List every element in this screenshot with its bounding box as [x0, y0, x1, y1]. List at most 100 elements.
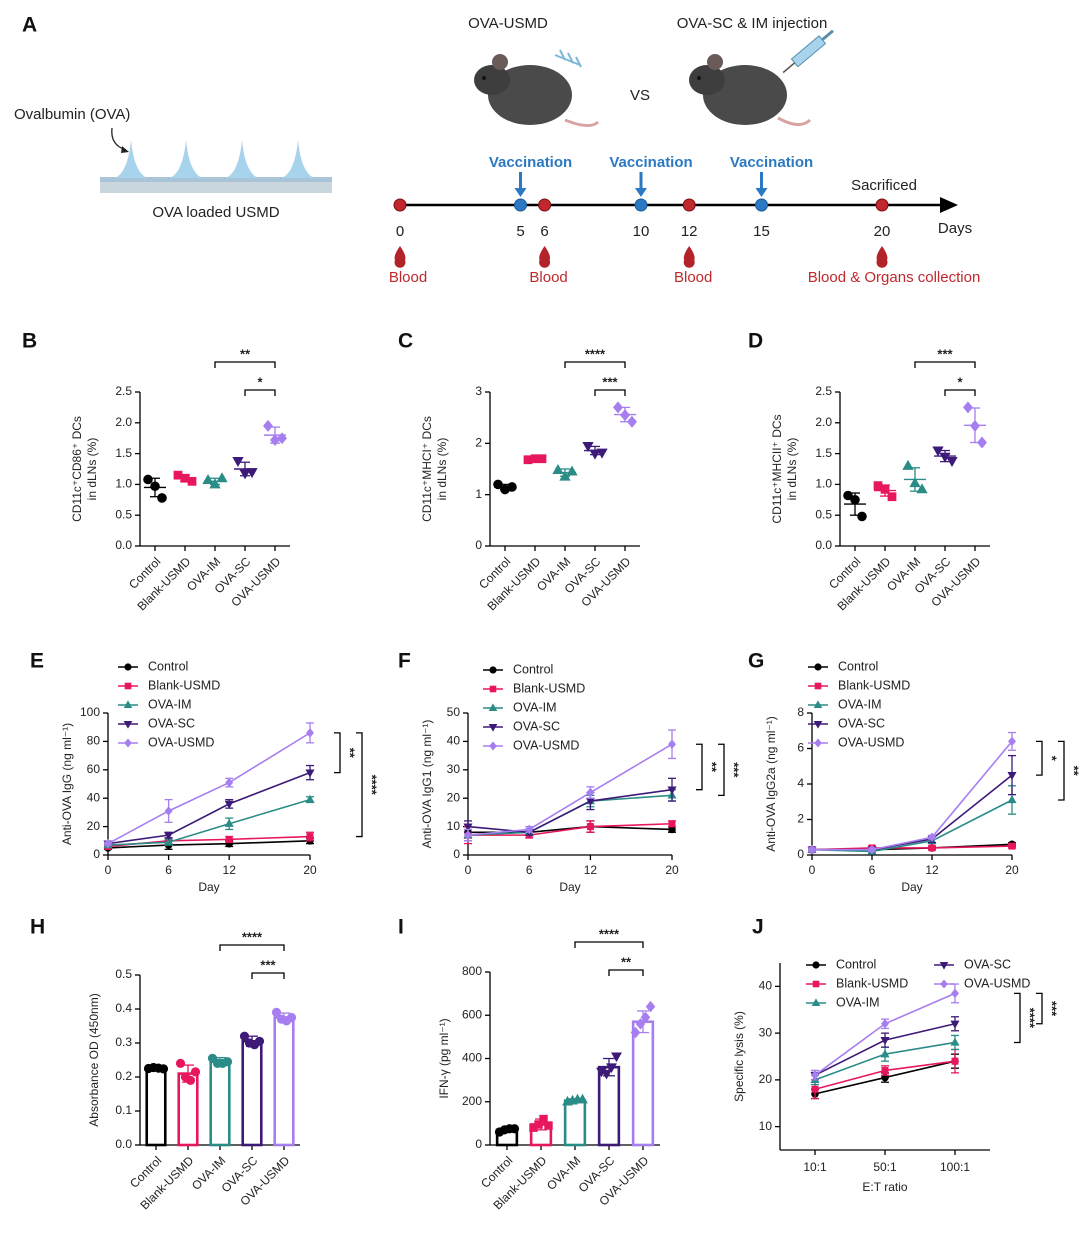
- y-tick-label: 2: [475, 436, 482, 450]
- x-tick-label: 0: [809, 863, 816, 877]
- significance-bracket: [914, 361, 976, 368]
- y-tick-label: 6: [797, 741, 804, 755]
- data-point: [977, 436, 987, 449]
- y-tick-label: 0.4: [115, 1001, 132, 1015]
- data-point: [254, 1036, 265, 1046]
- y-tick-label: 1.5: [115, 446, 132, 460]
- legend-label: Control: [513, 662, 553, 676]
- syringe-barrel: [790, 35, 827, 68]
- legend-label: Blank-USMD: [513, 681, 585, 695]
- y-tick-label: 50: [447, 705, 461, 719]
- data-point: [611, 1052, 622, 1063]
- significance-bracket: [696, 743, 703, 791]
- microneedle-patch: [100, 140, 332, 193]
- needle: [282, 140, 314, 178]
- significance-label: **: [705, 762, 720, 773]
- series-line: [468, 822, 673, 836]
- vaccination-arrow-head: [514, 188, 527, 197]
- data-point: [306, 728, 314, 738]
- legend-marker: [814, 682, 822, 690]
- data-point: [596, 448, 608, 459]
- x-tick-label: 0: [105, 863, 112, 877]
- y-tick-label: 0.5: [815, 507, 832, 521]
- significance-label: ****: [365, 775, 380, 796]
- data-point: [880, 1036, 890, 1046]
- significance-label: **: [343, 748, 358, 759]
- data-point: [668, 820, 676, 828]
- data-point: [950, 1037, 960, 1046]
- y-tick-label: 2.5: [115, 384, 132, 398]
- y-tick-label: 60: [87, 762, 101, 776]
- legend-marker: [814, 663, 822, 671]
- data-point: [263, 419, 273, 432]
- significance-bracket: [594, 389, 626, 396]
- ova-label: Ovalbumin (OVA): [14, 106, 130, 123]
- data-point: [808, 844, 816, 855]
- y-tick-label: 80: [87, 734, 101, 748]
- significance-label: **: [1067, 766, 1080, 777]
- blood-point: [538, 198, 552, 212]
- data-point: [1007, 771, 1017, 781]
- timeline-unit: Days: [938, 220, 972, 237]
- y-tick-label: 30: [447, 762, 461, 776]
- significance-label: *: [1045, 756, 1060, 762]
- data-point: [577, 1093, 588, 1104]
- data-point: [305, 769, 315, 778]
- syringe-needle: [782, 62, 796, 74]
- x-tick-label: 10:1: [803, 1160, 827, 1174]
- y-axis-label: Anti-OVA IgG1 (ng ml⁻¹): [420, 720, 434, 849]
- patch-label: OVA loaded USMD: [152, 204, 279, 221]
- data-point: [104, 838, 112, 849]
- vaccination-arrow-head: [755, 188, 768, 197]
- day-label: 0: [396, 223, 404, 240]
- vaccination-point: [514, 198, 527, 212]
- significance-bracket: [1036, 740, 1043, 776]
- panel-label: H: [30, 916, 45, 939]
- significance-bracket: [334, 732, 341, 774]
- mouse-head: [689, 65, 725, 95]
- y-tick-label: 100: [80, 705, 100, 719]
- y-tick-label: 1.0: [115, 477, 132, 491]
- significance-bracket: [608, 969, 644, 976]
- x-tick-label: 6: [869, 863, 876, 877]
- group-label: OVA-SC & IM injection: [677, 15, 828, 32]
- y-tick-label: 2.5: [815, 384, 832, 398]
- significance-label: ****: [599, 926, 620, 941]
- significance-label: ***: [1045, 1001, 1060, 1017]
- y-axis-label: in dLNs (%): [435, 438, 449, 501]
- y-tick-label: 1.5: [815, 446, 832, 460]
- y-axis-label: CD11c⁺CD86⁺ DCs: [70, 416, 84, 522]
- y-tick-label: 4: [797, 776, 804, 790]
- data-point: [857, 511, 867, 522]
- x-tick-label: 12: [925, 863, 939, 877]
- y-tick-label: 0.2: [115, 1069, 132, 1083]
- blood-point: [393, 198, 407, 212]
- y-tick-label: 0.3: [115, 1035, 132, 1049]
- series-line: [811, 799, 1013, 853]
- legend-marker: [811, 998, 821, 1007]
- significance-bracket: [356, 732, 363, 838]
- patch-icon: [554, 49, 582, 68]
- data-point: [627, 415, 637, 428]
- y-tick-label: 30: [759, 1025, 773, 1039]
- y-tick-label: 8: [797, 705, 804, 719]
- significance-bracket: [214, 361, 276, 368]
- data-point: [544, 1121, 553, 1130]
- data-point: [928, 832, 936, 843]
- y-tick-label: 0.0: [115, 538, 132, 552]
- data-point: [635, 1018, 646, 1030]
- data-point: [613, 401, 623, 414]
- day-label: 10: [633, 223, 650, 240]
- y-tick-label: 0: [475, 538, 482, 552]
- significance-bracket: [244, 389, 276, 396]
- panel-label: D: [748, 330, 763, 353]
- ova-arrow-head: [121, 146, 129, 153]
- y-tick-label: 200: [462, 1094, 482, 1108]
- x-tick-label: 50:1: [873, 1160, 897, 1174]
- blood-label: Blood: [529, 269, 567, 286]
- data-point: [586, 787, 595, 798]
- blood-label: Blood & Organs collection: [808, 269, 981, 286]
- x-tick-label: 20: [1005, 863, 1019, 877]
- needle: [226, 140, 258, 178]
- ova-arrow: [111, 127, 127, 151]
